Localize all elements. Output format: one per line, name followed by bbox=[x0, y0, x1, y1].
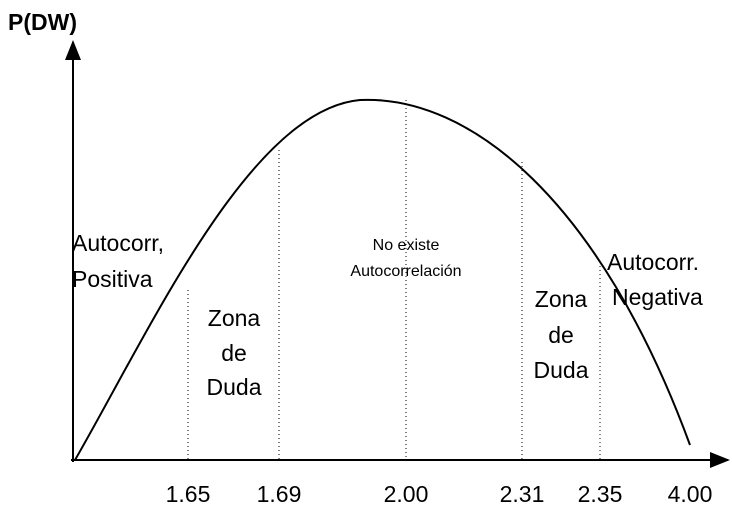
x-label: 2.35 bbox=[578, 481, 623, 507]
region-label: Zona bbox=[535, 286, 588, 312]
region-label: Positiva bbox=[72, 266, 153, 292]
region-label: Duda bbox=[534, 357, 589, 383]
region-label: Autocorr. bbox=[607, 249, 699, 275]
x-label: 1.69 bbox=[257, 481, 302, 507]
axis-label: P(DW) bbox=[8, 9, 77, 35]
region-label: Negativa bbox=[612, 284, 703, 310]
region-label: de bbox=[221, 340, 247, 366]
region-label: Autocorr, bbox=[72, 230, 164, 256]
x-label: 2.00 bbox=[384, 481, 429, 507]
density-curve bbox=[74, 98, 691, 461]
region-label: de bbox=[548, 322, 574, 348]
region-label: No existe bbox=[373, 237, 440, 254]
x-label: 4.00 bbox=[668, 481, 713, 507]
x-label: 1.65 bbox=[166, 481, 211, 507]
region-label: Autocorrelación bbox=[350, 263, 461, 280]
region-label: Zona bbox=[208, 305, 261, 331]
region-label: Duda bbox=[207, 374, 262, 400]
x-label: 2.31 bbox=[500, 481, 545, 507]
